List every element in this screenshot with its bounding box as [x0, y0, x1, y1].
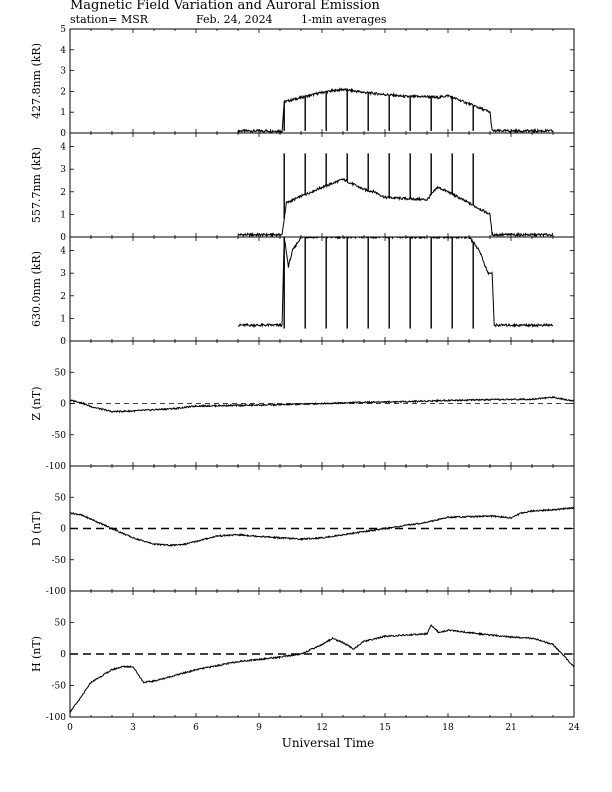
panel-3: 0 1 2 3 4 630.0nm (kR)	[30, 235, 575, 347]
y-tick-label: 50	[55, 619, 67, 629]
y-tick-label: 0	[60, 129, 66, 139]
y-tick-label: 0	[60, 525, 66, 535]
x-tick-label: 3	[130, 723, 136, 733]
series-line	[237, 87, 554, 134]
figure-title: Magnetic Field Variation and Auroral Emi…	[70, 0, 380, 13]
y-tick-label: 50	[55, 368, 67, 378]
panel-1: 0 1 2 3 4 5 427.8nm (kR)	[30, 25, 575, 139]
panel-5: -100 -50 0 50 D (nT)	[30, 465, 575, 597]
y-tick-label: 4	[60, 143, 66, 153]
panel-frame	[69, 28, 575, 134]
y-tick-label: 0	[60, 650, 66, 660]
x-tick-label: 24	[568, 723, 580, 733]
date-label: Feb. 24, 2024	[196, 13, 273, 26]
y-tick-label: 0	[60, 233, 66, 243]
x-tick-label: 9	[256, 723, 262, 733]
y-tick-label: 50	[55, 493, 67, 503]
panel-4: -100 -50 0 50 Z (nT)	[30, 340, 575, 472]
y-tick-label: -50	[52, 431, 67, 441]
y-tick-label: 4	[60, 247, 66, 257]
y-tick-label: 0	[60, 337, 66, 347]
y-tick-label: 2	[60, 292, 66, 302]
x-tick-label: 12	[316, 723, 327, 733]
y-tick-label: 3	[60, 269, 66, 279]
y-tick-label: 5	[60, 25, 66, 35]
x-axis-title: Universal Time	[282, 736, 375, 750]
y-axis-label: 630.0nm (kR)	[30, 251, 43, 327]
y-axis-label: D (nT)	[30, 511, 43, 546]
panel-2: 0 1 2 3 4 557.7nm (kR)	[30, 132, 575, 243]
series-line	[69, 624, 575, 713]
y-tick-label: -50	[52, 556, 67, 566]
station-label: station= MSR	[70, 13, 149, 26]
y-tick-label: 0	[60, 400, 66, 410]
y-tick-label: -100	[46, 713, 66, 723]
series-line	[69, 395, 575, 414]
x-tick-label: 6	[193, 723, 199, 733]
y-tick-label: 1	[60, 314, 66, 324]
averaging-label: 1-min averages	[301, 13, 387, 26]
y-tick-label: 1	[60, 210, 66, 220]
x-axis: 0 3 6 9 12 15 18 21 24	[67, 723, 580, 733]
y-tick-label: 1	[60, 108, 66, 118]
y-tick-label: 2	[60, 87, 66, 97]
y-axis-label: 557.7nm (kR)	[30, 147, 43, 223]
y-tick-label: -50	[52, 682, 67, 692]
x-tick-label: 0	[67, 723, 73, 733]
series-line	[237, 235, 554, 329]
y-tick-label: 2	[60, 188, 66, 198]
y-tick-label: 4	[60, 46, 66, 56]
panels-group: 0 1 2 3 4 5 427.8nm (kR) 0 1 2 3 4 557.7nm (kR) 0 1 2 3 4…	[30, 25, 575, 723]
x-tick-label: 18	[442, 723, 454, 733]
panel-frame	[69, 132, 575, 238]
series-line	[69, 506, 575, 547]
x-tick-label: 21	[505, 723, 516, 733]
y-axis-label: 427.8nm (kR)	[30, 43, 43, 119]
y-tick-label: 3	[60, 165, 66, 175]
panel-6: -100 -50 0 50 H (nT)	[30, 590, 575, 723]
y-tick-label: -100	[46, 462, 66, 472]
y-axis-label: Z (nT)	[30, 386, 43, 420]
series-line	[237, 177, 554, 238]
y-axis-label: H (nT)	[30, 636, 43, 672]
x-tick-label: 15	[379, 723, 391, 733]
y-tick-label: -100	[46, 587, 66, 597]
y-tick-label: 3	[60, 67, 66, 77]
